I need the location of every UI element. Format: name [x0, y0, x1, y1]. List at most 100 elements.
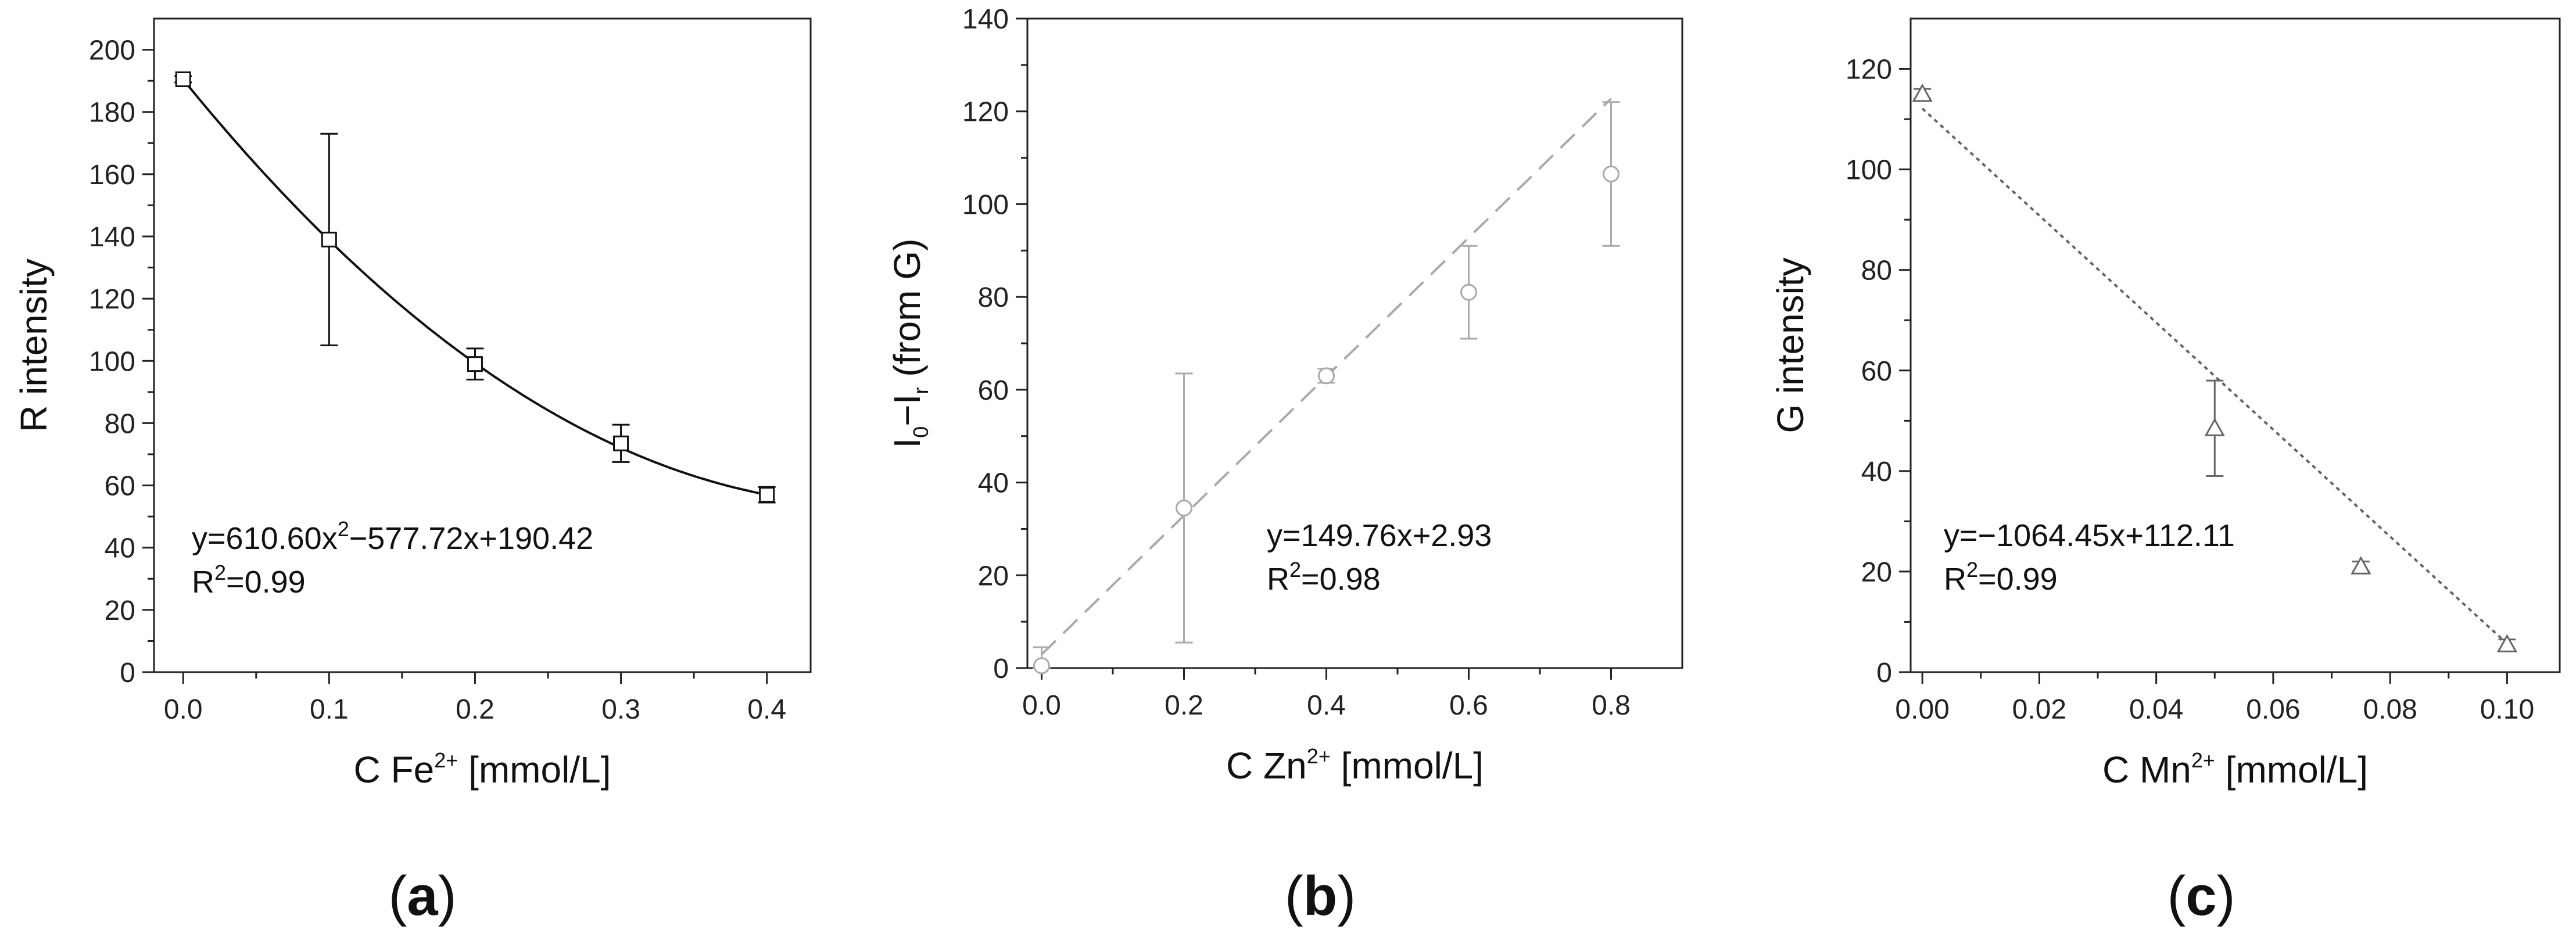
r-squared-superscript: 2: [1289, 558, 1301, 582]
y-tick-label: 140: [962, 4, 1009, 35]
panel-label-letter: a: [407, 865, 438, 927]
data-point: [321, 231, 337, 247]
y-tick-label: 40: [978, 468, 1009, 499]
y-axis-label-text: I: [886, 438, 928, 448]
chart-panel-c: 0 20 40 60 80 100 120 0.00 0.02 0.04 0.06 0.08 0.10 C…: [1769, 17, 2561, 927]
y-tick-label: 20: [1861, 557, 1892, 588]
y-tick-label: 120: [962, 97, 1009, 128]
panel-label-close-paren: ): [438, 865, 457, 927]
x-tick-label: 0.04: [2129, 694, 2183, 725]
y-axis-label: I0−Ir (from G): [886, 239, 933, 448]
data-point: [2204, 418, 2225, 436]
y-tick-label: 40: [1861, 457, 1892, 487]
plot-frame: [153, 17, 812, 673]
x-axis-label-text: C Zn: [1226, 745, 1307, 787]
fit-equation: y=149.76x+2.93: [1267, 518, 1492, 553]
fit-r-squared: R2=0.99: [1944, 558, 2058, 597]
data-point: [467, 356, 483, 372]
y-tick-label: 40: [105, 533, 135, 564]
y-tick-label: 140: [89, 222, 135, 253]
data-point: [613, 435, 629, 451]
panel-label: (b): [1285, 865, 1356, 927]
y-tick-label: 120: [1846, 55, 1892, 85]
x-axis-label-text: C Fe: [354, 749, 435, 791]
data-point: [2351, 556, 2371, 575]
fit-equation-main: y=610.60x: [192, 521, 338, 556]
x-tick-label: 0.2: [456, 694, 495, 725]
r-squared-superscript: 2: [214, 561, 226, 584]
y-axis-label-subscript: 0: [909, 426, 933, 438]
data-point: [2496, 634, 2517, 652]
data-point: [1460, 283, 1477, 301]
x-axis-label-superscript: 2+: [434, 748, 458, 772]
r-squared-value: =0.98: [1301, 562, 1381, 597]
y-tick-label: 0: [1876, 658, 1892, 688]
y-axis-label-subscript: r: [909, 387, 933, 394]
panel-label-close-paren: ): [2217, 865, 2235, 927]
x-tick-label: 0.0: [1022, 690, 1061, 721]
y-tick-label: 20: [105, 595, 135, 626]
y-axis-label: R intensity: [13, 259, 55, 432]
x-axis-label: C Zn2+ [mmol/L]: [1226, 744, 1484, 787]
panel-label-open-paren: (: [388, 865, 407, 927]
x-axis-label-units: [mmol/L]: [2215, 749, 2368, 791]
r-squared-label: R: [1267, 562, 1289, 597]
chart-panel-a: 0 20 40 60 80 100 120 140 160 180 200 0.0 0.1 0.2 0.3 0…: [13, 17, 812, 927]
x-tick-label: 0.4: [1307, 690, 1346, 721]
x-axis-label-superscript: 2+: [2191, 748, 2215, 772]
x-tick-label: 0.4: [747, 694, 786, 725]
x-tick-label: 0.10: [2480, 694, 2534, 725]
fit-equation-rest: −577.72x+190.42: [349, 521, 593, 556]
x-axis-label-units: [mmol/L]: [458, 749, 611, 791]
x-tick-label: 0.8: [1592, 690, 1631, 721]
data-point: [1033, 657, 1050, 674]
y-axis-label: G intensity: [1769, 257, 1811, 433]
y-tick-label: 100: [962, 189, 1009, 220]
x-tick-label: 0.02: [2012, 694, 2066, 725]
panel-label-close-paren: ): [1337, 865, 1356, 927]
y-tick-label: 80: [105, 408, 135, 439]
data-point: [1176, 499, 1192, 516]
y-tick-label: 160: [89, 160, 135, 191]
y-axis-label-suffix: (from G): [886, 239, 928, 387]
y-tick-label: 180: [89, 98, 135, 128]
x-tick-label: 0.00: [1895, 694, 1949, 725]
fit-line: [1921, 107, 2508, 645]
r-squared-value: =0.99: [226, 565, 306, 600]
y-axis-label-minus: −I: [886, 394, 928, 426]
fit-equation: y=610.60x2−577.72x+190.42: [192, 517, 593, 556]
plot-frame: [1909, 17, 2561, 673]
y-tick-label: 60: [978, 375, 1009, 406]
fit-r-squared: R2=0.99: [192, 561, 306, 600]
y-tick-label: 20: [978, 561, 1009, 591]
data-point: [1912, 83, 1933, 102]
x-tick-label: 0.6: [1449, 690, 1488, 721]
r-squared-label: R: [1944, 562, 1966, 597]
fit-equation-main: y=149.76x+2.93: [1267, 518, 1492, 553]
panel-label-letter: c: [2186, 865, 2216, 927]
fit-line: [182, 78, 768, 496]
x-axis-label: C Fe2+ [mmol/L]: [354, 748, 611, 791]
x-tick-label: 0.2: [1165, 690, 1203, 721]
x-tick-label: 0.06: [2246, 694, 2300, 725]
data-point: [759, 487, 775, 503]
panel-label-open-paren: (: [2167, 865, 2186, 927]
r-squared-label: R: [192, 565, 214, 600]
x-axis-label: C Mn2+ [mmol/L]: [2102, 748, 2368, 791]
y-tick-label: 100: [1846, 155, 1892, 186]
fit-equation-superscript: 2: [338, 517, 349, 541]
x-tick-label: 0.1: [310, 694, 349, 725]
y-tick-label: 60: [105, 471, 135, 502]
y-tick-label: 100: [89, 346, 135, 377]
y-tick-label: 0: [120, 658, 135, 688]
panel-label-letter: b: [1303, 865, 1338, 927]
data-point: [1603, 166, 1620, 183]
x-axis-label-superscript: 2+: [1307, 744, 1331, 768]
fit-equation-main: y=−1064.45x+112.11: [1944, 518, 2235, 553]
panel-label: (c): [2167, 865, 2235, 927]
x-tick-label: 0.0: [164, 694, 203, 725]
x-tick-label: 0.3: [601, 694, 640, 725]
y-tick-label: 120: [89, 284, 135, 315]
